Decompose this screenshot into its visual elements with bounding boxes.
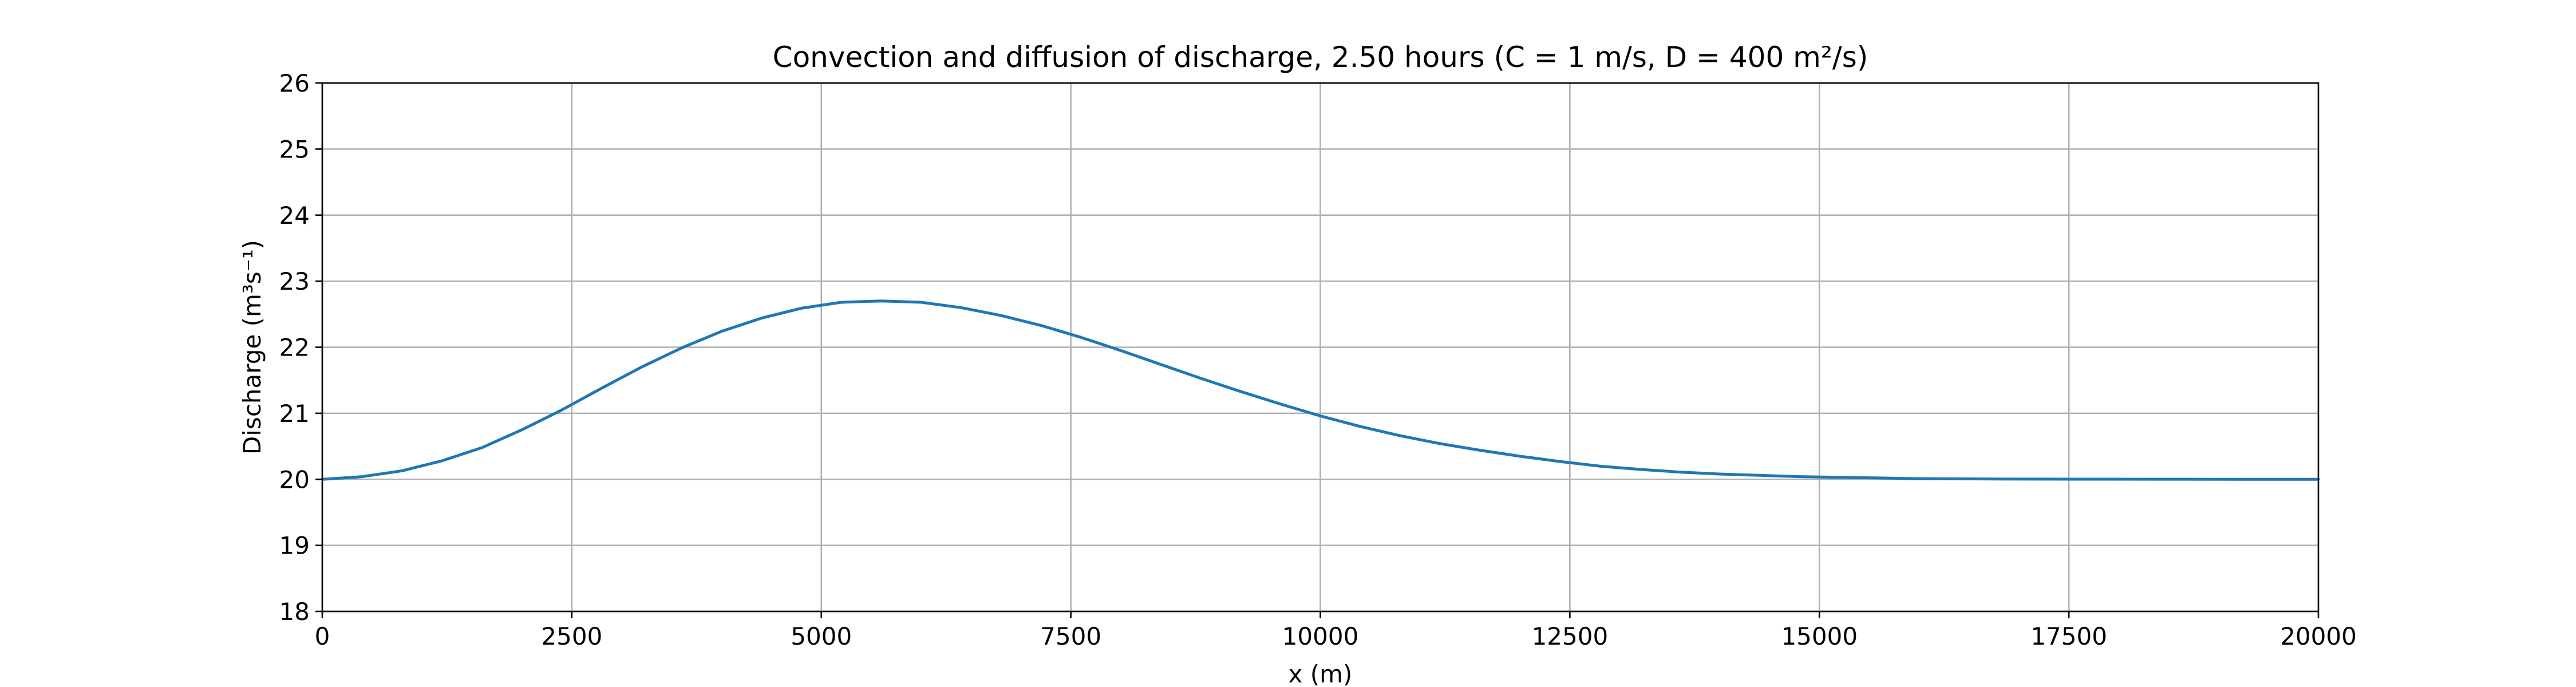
x-tick-label: 10000 (1282, 622, 1359, 650)
y-axis-label: Discharge (m³s⁻¹) (238, 240, 266, 455)
x-axis-label: x (m) (1289, 660, 1353, 687)
x-tick-label: 17500 (2030, 622, 2107, 650)
y-tick-label: 21 (279, 400, 310, 428)
ticks: 0 2500 5000 7500 10000 12500 15000 17500 20000 18… (279, 69, 2357, 650)
y-tick-label: 23 (279, 267, 310, 295)
y-tick-label: 22 (279, 334, 310, 362)
discharge-line (321, 299, 2320, 481)
y-tick-label: 25 (279, 135, 310, 163)
y-tick-label: 18 (279, 598, 310, 626)
series-layer (321, 299, 2320, 481)
x-tick-label: 0 (315, 622, 330, 650)
y-tick-label: 20 (279, 465, 310, 493)
x-tick-label: 5000 (791, 622, 852, 650)
y-tick-label: 24 (279, 202, 310, 230)
x-tick-label: 7500 (1040, 622, 1101, 650)
x-tick-label: 20000 (2280, 622, 2357, 650)
x-tick-label: 12500 (1532, 622, 1609, 650)
x-tick-label: 2500 (541, 622, 602, 650)
x-tick-label: 15000 (1781, 622, 1858, 650)
y-tick-label: 26 (279, 69, 310, 97)
chart-title: Convection and diffusion of discharge, 2… (773, 41, 1868, 74)
y-tick-label: 19 (279, 532, 310, 560)
